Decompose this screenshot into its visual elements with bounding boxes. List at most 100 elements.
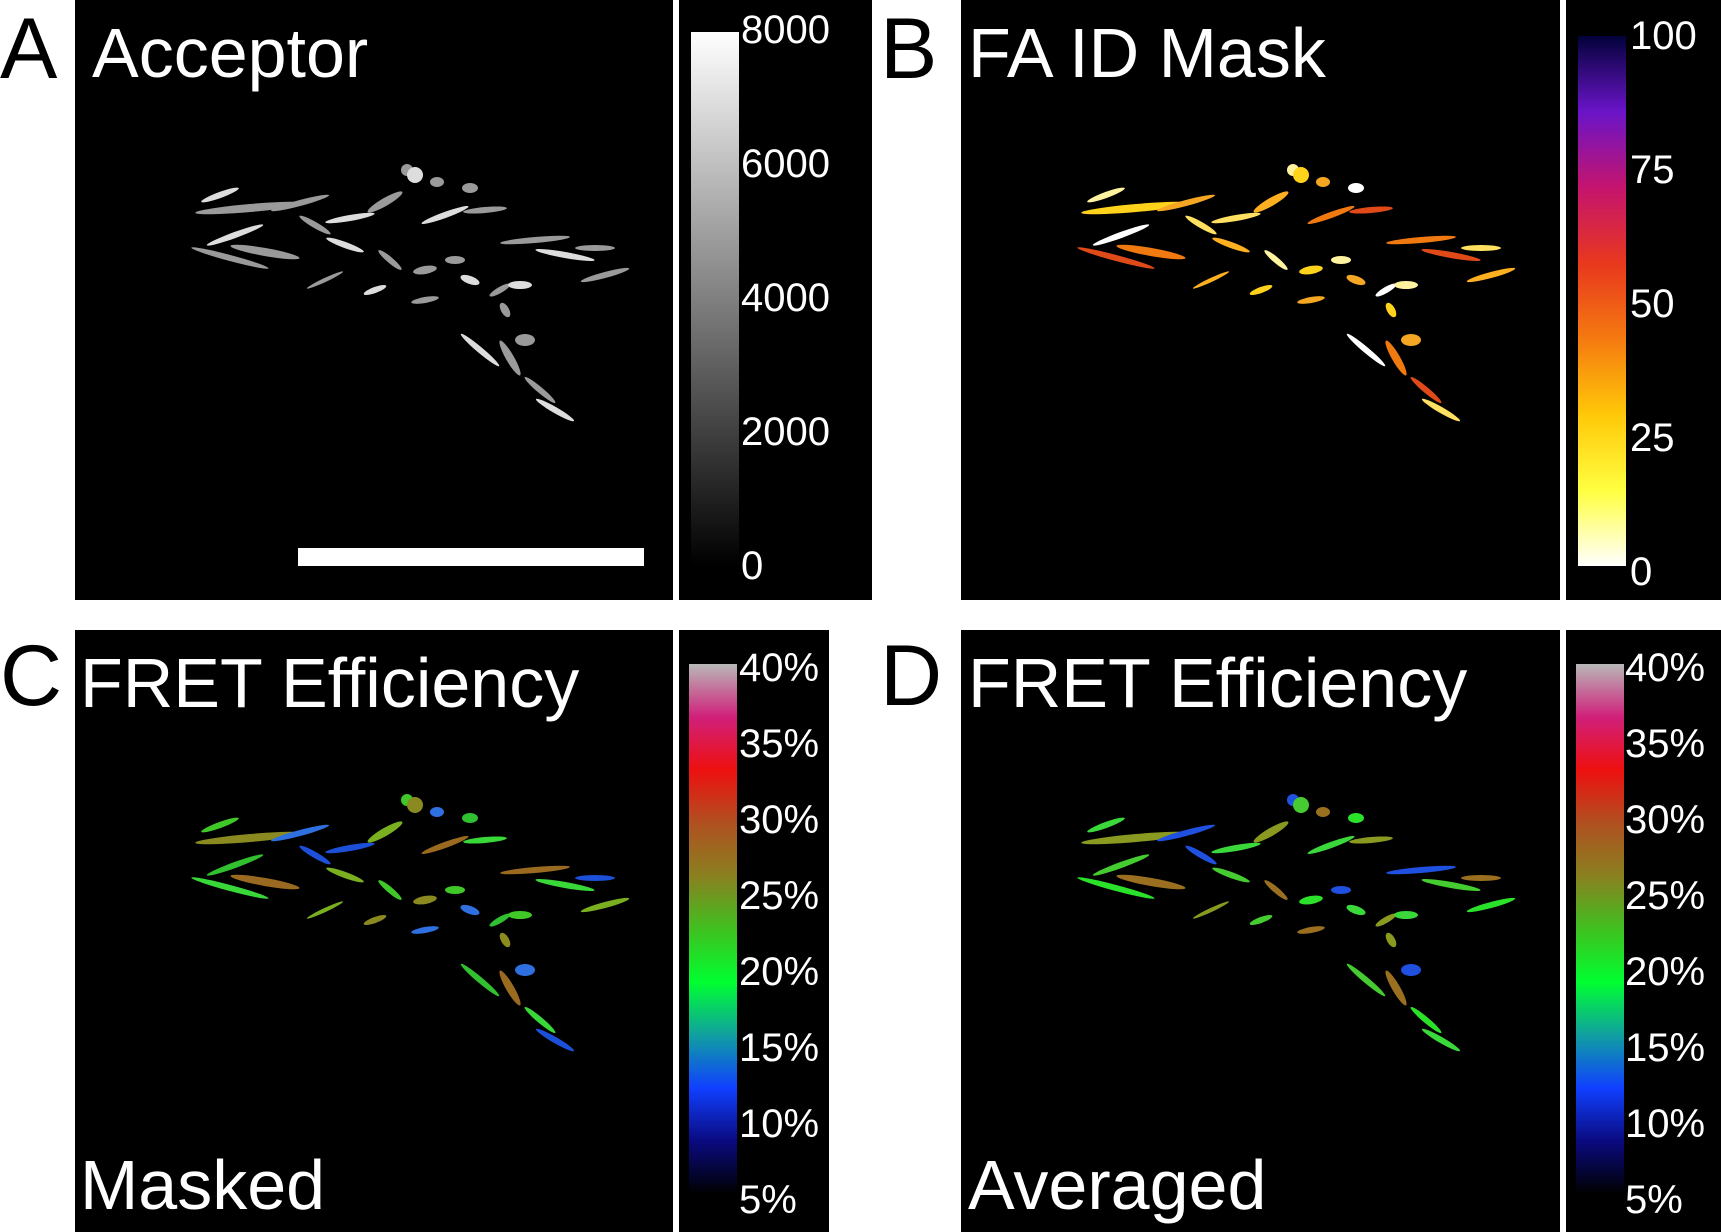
adhesion-blob (459, 332, 501, 369)
adhesion-blob (1184, 213, 1218, 236)
adhesion-blob (363, 283, 388, 297)
colorbar-gradient-b (1578, 36, 1626, 566)
panel-subtitle-d: Averaged (968, 1150, 1266, 1220)
colorbar-tick: 6000 (741, 144, 830, 184)
colorbar-tick: 75 (1630, 150, 1675, 190)
colorbar-c: 40% 35% 30% 25% 20% 15% 10% 5% (679, 630, 829, 1232)
adhesion-blob (1298, 264, 1323, 276)
adhesion-blob (1461, 245, 1501, 251)
adhesion-blob (534, 396, 575, 423)
adhesion-blob (1348, 183, 1364, 193)
adhesion-blob (1249, 283, 1274, 297)
colorbar-tick: 25% (739, 876, 819, 916)
colorbar-tick: 15% (739, 1028, 819, 1068)
adhesion-blob (1345, 332, 1387, 369)
colorbar-tick: 25 (1630, 418, 1675, 458)
adhesion-blob (1293, 167, 1309, 183)
colorbar-tick: 10% (1625, 1104, 1705, 1144)
scale-bar (298, 548, 644, 566)
adhesion-blob (1306, 204, 1355, 227)
colorbar-tick: 20% (739, 952, 819, 992)
adhesion-blob (1386, 864, 1456, 876)
adhesion-blob (1386, 234, 1456, 246)
adhesion-blob (1298, 894, 1323, 906)
adhesion-blob (575, 245, 615, 251)
adhesion-blob (580, 896, 630, 915)
colorbar-b: 100 75 50 25 0 (1566, 0, 1721, 600)
adhesion-blob (1331, 886, 1351, 894)
adhesion-blob (1263, 248, 1290, 272)
adhesion-blob (1184, 843, 1218, 866)
adhesion-blob (488, 911, 512, 928)
adhesion-blob (580, 266, 630, 285)
panel-title-a: Acceptor (92, 18, 368, 88)
colorbar-tick: 5% (739, 1180, 797, 1220)
colorbar-tick: 5% (1625, 1180, 1683, 1220)
adhesion-blob (463, 835, 507, 845)
adhesion-blob (411, 925, 440, 936)
adhesion-blob (1092, 222, 1150, 248)
colorbar-tick: 40% (1625, 648, 1705, 688)
adhesion-blob (1306, 834, 1355, 857)
adhesion-blob (412, 264, 437, 276)
adhesion-blob (459, 903, 481, 917)
colorbar-tick: 100 (1630, 16, 1697, 56)
colorbar-tick: 0 (1630, 552, 1652, 592)
colorbar-a: 8000 6000 4000 2000 0 (679, 0, 872, 600)
adhesion-blob (306, 900, 344, 921)
adhesion-blob (1263, 878, 1290, 902)
colorbar-tick: 50 (1630, 284, 1675, 324)
adhesion-blob (1420, 396, 1461, 423)
adhesion-blob (500, 234, 570, 246)
adhesion-blob (462, 813, 478, 823)
adhesion-blob (459, 273, 481, 287)
colorbar-d: 40% 35% 30% 25% 20% 15% 10% 5% (1566, 630, 1721, 1232)
adhesion-blob (1086, 185, 1126, 204)
adhesion-blob (1086, 815, 1126, 834)
colorbar-gradient-d (1576, 664, 1624, 1194)
panel-title-d: FRET Efficiency (968, 648, 1467, 718)
adhesion-blob (534, 1026, 575, 1053)
adhesion-blob (1348, 813, 1364, 823)
adhesion-blob (325, 841, 375, 856)
adhesion-blob (1249, 913, 1274, 927)
adhesion-blob (498, 301, 513, 319)
panel-letter-a: A (0, 6, 57, 92)
colorbar-tick: 0 (741, 546, 763, 586)
adhesion-blob (515, 334, 535, 346)
panel-title-c: FRET Efficiency (80, 648, 579, 718)
colorbar-tick: 20% (1625, 952, 1705, 992)
adhesion-blob (430, 177, 444, 187)
adhesion-blob (325, 865, 365, 884)
adhesion-blob (498, 931, 513, 949)
adhesion-blob (1252, 819, 1291, 846)
colorbar-tick: 35% (739, 724, 819, 764)
adhesion-blob (1252, 189, 1291, 216)
adhesion-blob (411, 295, 440, 306)
adhesion-blob (298, 213, 332, 236)
colorbar-tick: 40% (739, 648, 819, 688)
adhesion-blob (366, 189, 405, 216)
adhesion-blob (298, 843, 332, 866)
adhesion-blob (1297, 925, 1326, 936)
adhesion-blob (1192, 270, 1230, 291)
adhesion-blob (206, 852, 264, 878)
colorbar-tick: 30% (1625, 800, 1705, 840)
adhesion-blob (1297, 295, 1326, 306)
adhesion-blob (1293, 797, 1309, 813)
panel-subtitle-c: Masked (80, 1150, 325, 1220)
adhesion-blob (1211, 841, 1261, 856)
adhesion-blob (206, 222, 264, 248)
adhesion-blob (420, 204, 469, 227)
colorbar-tick: 2000 (741, 412, 830, 452)
adhesion-blob (420, 834, 469, 857)
colorbar-tick: 35% (1625, 724, 1705, 764)
adhesion-blob (1345, 273, 1367, 287)
adhesion-blob (1374, 911, 1398, 928)
colorbar-tick: 15% (1625, 1028, 1705, 1068)
adhesion-blob (1349, 835, 1393, 845)
colorbar-tick: 8000 (741, 10, 830, 50)
adhesion-blob (1401, 964, 1421, 976)
adhesion-blob (1394, 911, 1418, 919)
adhesion-blob (1401, 334, 1421, 346)
